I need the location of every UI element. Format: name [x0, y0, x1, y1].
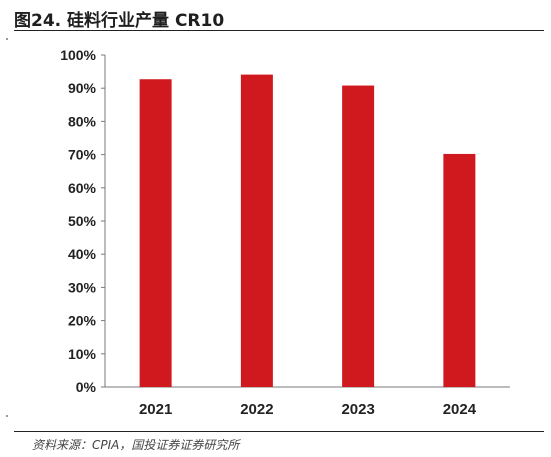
- left-margin-mark: [6, 415, 8, 417]
- x-tick-label: 2024: [443, 401, 477, 418]
- y-tick-group: 0% 10% 20% 30% 40% 50% 60% 70% 80% 90% 100%: [60, 47, 105, 395]
- x-tick-labels: 2021 2022 2023 2024: [139, 401, 477, 418]
- x-tick-label: 2022: [240, 401, 273, 418]
- y-tick-label: 30%: [68, 279, 97, 295]
- source-rule: [14, 431, 544, 432]
- left-margin-mark: [6, 38, 8, 40]
- bar-2024: [443, 153, 476, 387]
- y-axis: 0% 10% 20% 30% 40% 50% 60% 70% 80% 90% 100%: [60, 47, 106, 395]
- y-tick-label: 0%: [76, 379, 97, 395]
- y-tick-label: 80%: [68, 113, 97, 129]
- y-tick-label: 10%: [68, 346, 97, 362]
- y-tick-label: 70%: [68, 147, 97, 163]
- y-tick-label: 90%: [68, 80, 97, 96]
- x-tick-label: 2023: [341, 401, 374, 418]
- bar-2021: [139, 79, 172, 388]
- y-tick-label: 40%: [68, 246, 97, 262]
- bar-series: [139, 74, 476, 388]
- bar-2022: [240, 74, 273, 387]
- x-tick-label: 2021: [139, 401, 172, 418]
- bar-2023: [342, 85, 375, 387]
- y-tick-label: 100%: [60, 47, 96, 63]
- y-tick-label: 60%: [68, 180, 97, 196]
- figure-title: 图24. 硅料行业产量 CR10: [14, 11, 225, 31]
- title-rule: [14, 30, 544, 31]
- y-tick-label: 20%: [68, 313, 97, 329]
- y-tick-label: 50%: [68, 213, 97, 229]
- source-note: 资料来源：CPIA，国投证券证券研究所: [32, 438, 240, 452]
